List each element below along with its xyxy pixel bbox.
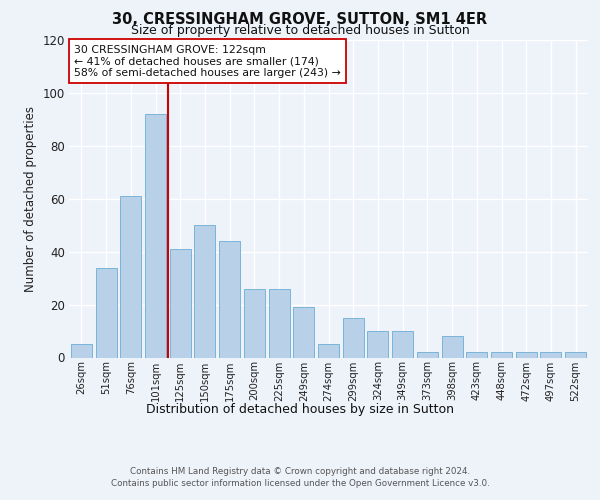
Text: 30 CRESSINGHAM GROVE: 122sqm
← 41% of detached houses are smaller (174)
58% of s: 30 CRESSINGHAM GROVE: 122sqm ← 41% of de… (74, 45, 341, 78)
Bar (392, 331, 413, 357)
Bar (442, 336, 463, 357)
Bar (269, 288, 290, 358)
Bar (541, 352, 562, 358)
Bar (417, 352, 438, 358)
Bar (367, 331, 388, 357)
Bar (318, 344, 339, 358)
Text: Distribution of detached houses by size in Sutton: Distribution of detached houses by size … (146, 402, 454, 415)
Text: Contains HM Land Registry data © Crown copyright and database right 2024.: Contains HM Land Registry data © Crown c… (130, 468, 470, 476)
Bar (343, 318, 364, 358)
Bar (293, 307, 314, 358)
Bar (491, 352, 512, 358)
Bar (170, 249, 191, 358)
Bar (516, 352, 537, 358)
Bar (466, 352, 487, 358)
Bar (194, 225, 215, 358)
Bar (219, 241, 240, 358)
Bar (565, 352, 586, 358)
Bar (71, 344, 92, 358)
Bar (145, 114, 166, 358)
Y-axis label: Number of detached properties: Number of detached properties (24, 106, 37, 292)
Bar (120, 196, 141, 358)
Bar (95, 268, 116, 358)
Text: Contains public sector information licensed under the Open Government Licence v3: Contains public sector information licen… (110, 479, 490, 488)
Bar (244, 288, 265, 358)
Text: 30, CRESSINGHAM GROVE, SUTTON, SM1 4ER: 30, CRESSINGHAM GROVE, SUTTON, SM1 4ER (112, 12, 488, 28)
Text: Size of property relative to detached houses in Sutton: Size of property relative to detached ho… (131, 24, 469, 37)
